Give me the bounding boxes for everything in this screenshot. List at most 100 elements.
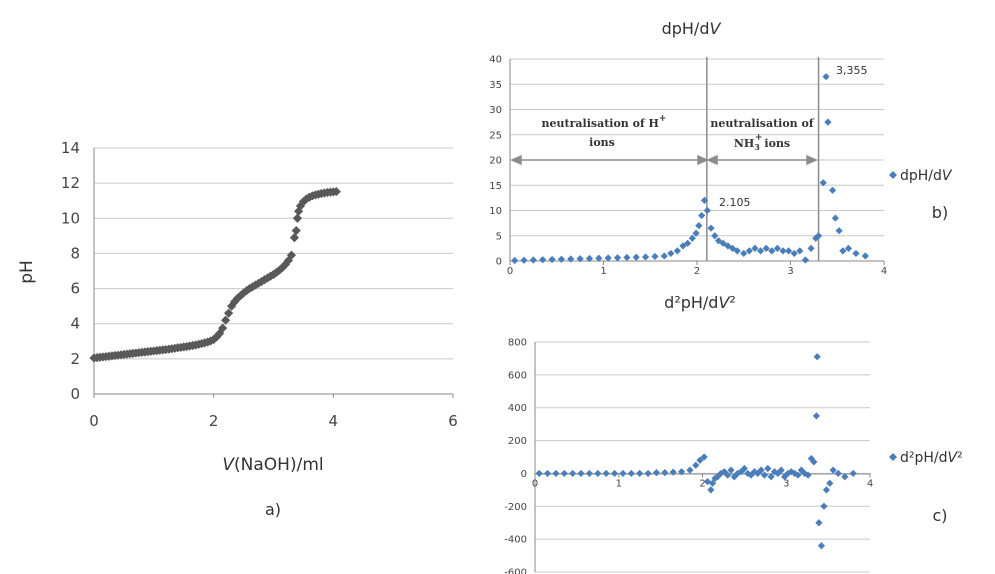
b-data-point [861, 252, 869, 260]
c-panel-label: c) [932, 506, 947, 525]
c-data-point [829, 466, 837, 474]
a-y-tick-0: 0 [70, 385, 80, 403]
c-data-point [669, 468, 677, 476]
a-y-tick-6: 12 [61, 174, 80, 192]
b-data-point [692, 229, 700, 237]
c-x-tick-1: 1 [616, 478, 622, 489]
c-data-point [810, 458, 818, 466]
b-annotation-3355: 3,355 [836, 64, 868, 77]
b-data-point [595, 254, 603, 262]
c-x-tick-0: 0 [532, 478, 538, 489]
b-legend: dpH/dV [889, 168, 953, 184]
c-data-point [817, 542, 826, 550]
b-x-tick-4: 4 [881, 266, 887, 277]
b-y-tick-4: 20 [489, 156, 502, 167]
b-data-point [790, 249, 798, 258]
b-data-point [719, 239, 727, 247]
b-legend-label: dpH/dV [900, 168, 953, 184]
c-data-point [619, 469, 627, 478]
a-data-point [292, 213, 303, 223]
b-data-point [745, 247, 753, 255]
a-x-tick-0: 0 [89, 412, 99, 430]
b-data-point [673, 247, 681, 255]
b-annotation-h-ions: neutralisation of H+ [542, 114, 667, 130]
b-data-point [529, 256, 537, 264]
a-data-point [221, 315, 231, 325]
a-data-point [289, 233, 300, 243]
b-data-point [835, 227, 843, 235]
c-data-point [812, 412, 820, 420]
c-data-point [686, 466, 694, 474]
c-data-point [750, 468, 759, 476]
b-data-point [839, 247, 847, 255]
a-data-point [244, 283, 255, 294]
b-data-point [785, 247, 793, 255]
a-y-tick-7: 14 [61, 139, 80, 157]
b-y-tick-7: 35 [489, 80, 502, 91]
c-data-point [652, 469, 661, 477]
a-data-point [247, 282, 258, 292]
a-data-point [283, 255, 294, 266]
b-x-tick-1: 1 [600, 266, 606, 277]
c-data-point [801, 469, 809, 478]
b-x-tick-labels: 0 1 2 3 4 [507, 261, 887, 277]
b-data-point [724, 242, 732, 250]
b-data-point [751, 244, 759, 252]
c-data-point [784, 469, 792, 478]
b-data-point [684, 239, 692, 247]
c-data-point [594, 469, 602, 478]
c-data-point [644, 469, 652, 478]
a-data-point [253, 278, 264, 288]
a-y-tick-1: 2 [70, 350, 80, 368]
c-data-point [822, 486, 831, 494]
b-x-tick-2: 2 [694, 266, 700, 277]
b-data-point [773, 244, 782, 252]
c-data-point [677, 468, 686, 476]
c-legend: d²pH/dV² [889, 450, 963, 466]
c-data-point [794, 471, 802, 479]
b-data-point [796, 247, 804, 255]
c-data-point [703, 478, 712, 486]
b-data-point [714, 237, 723, 245]
c-data-point [826, 479, 834, 487]
b-data-point [660, 252, 668, 260]
a-data-point [215, 328, 225, 338]
b-y-tick-5: 25 [489, 130, 502, 141]
a-x-tick-3: 6 [448, 412, 458, 430]
a-data-point [224, 308, 234, 318]
panel-a: 0 2 4 6 8 10 12 14 0 2 4 6 pH V(NaOH)/ml a) [17, 139, 458, 519]
c-data-point [711, 474, 719, 482]
a-x-tick-labels: 0 2 4 6 [89, 394, 458, 430]
b-data-point [548, 255, 556, 264]
c-data-point [740, 464, 748, 473]
c-data-point [577, 469, 585, 478]
a-y-tick-5: 10 [61, 209, 80, 227]
panel-c: d²pH/dV² -600 -400 -200 0 200 400 600 800 0 1 2 3 4… [504, 293, 962, 574]
a-y-tick-4: 8 [70, 244, 80, 262]
b-data-point [762, 244, 770, 252]
a-y-tick-3: 6 [70, 280, 80, 298]
b-data-point [539, 256, 547, 264]
c-data-point [744, 469, 752, 478]
c-y-tick-5: 400 [508, 403, 527, 414]
b-y-tick-8: 40 [489, 55, 502, 66]
a-data-point [291, 225, 301, 236]
b-legend-marker [889, 171, 897, 179]
c-data-point [717, 469, 725, 478]
b-data-point [707, 224, 715, 232]
b-data-point [733, 247, 741, 255]
b-annotation-2105: 2.105 [719, 196, 751, 209]
c-data-point [849, 469, 857, 478]
b-x-tick-0: 0 [507, 266, 513, 277]
b-annotation-h-ions-line2: ions [589, 136, 615, 149]
c-data-point [692, 461, 700, 469]
c-data-point [841, 473, 849, 481]
c-data-point [804, 471, 812, 479]
a-y-tick-labels: 0 2 4 6 8 10 12 14 [61, 139, 80, 403]
c-data-point [764, 464, 772, 473]
b-chart-title: dpH/dV [662, 19, 722, 38]
b-data-point [831, 214, 839, 222]
c-data-point [560, 469, 568, 478]
a-data-point [250, 280, 261, 290]
b-x-tick-3: 3 [787, 266, 793, 277]
